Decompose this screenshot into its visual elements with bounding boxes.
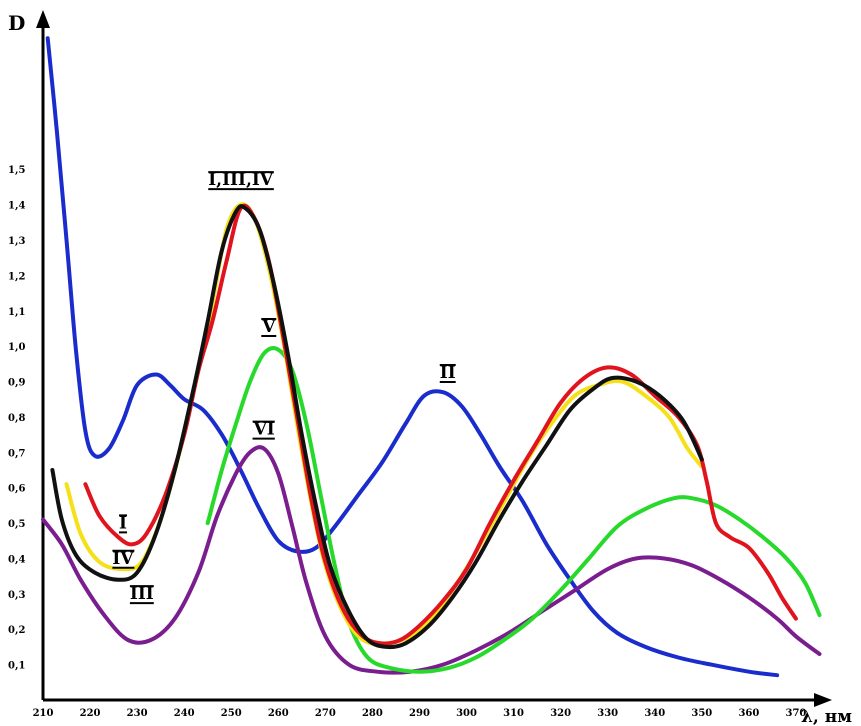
axis-ticks: 0,1 0,2 0,3 0,4 0,5 0,6 0,7 0,8 0,9 1,0 1,1 1,2 1,3 1…	[8, 165, 806, 719]
y-tick-label: 1,4	[8, 201, 25, 212]
x-axis-title: λ, нм	[801, 707, 852, 726]
y-tick-label: 0,6	[8, 484, 25, 495]
series-line-v	[205, 346, 822, 674]
x-tick-label: 310	[503, 708, 524, 719]
y-axis-arrow	[36, 10, 50, 28]
y-tick-label: 0,4	[8, 554, 25, 565]
x-tick-label: 370	[786, 708, 807, 719]
series-line-ii	[45, 36, 780, 678]
y-tick-label: 1,0	[8, 342, 25, 353]
x-tick-label: 280	[362, 708, 383, 719]
y-tick-label: 0,2	[8, 625, 25, 636]
x-tick-label: 240	[174, 708, 195, 719]
x-tick-label: 350	[691, 708, 712, 719]
y-tick-label: 0,5	[8, 519, 25, 530]
y-tick-label: 1,1	[8, 307, 25, 318]
axes: D λ, нм	[8, 10, 852, 726]
y-tick-label: 1,3	[8, 236, 25, 247]
curve-label: II	[440, 363, 456, 383]
curve-label: VI	[253, 420, 275, 440]
curve-label: I,III,IV	[208, 170, 274, 190]
x-axis-arrow	[814, 693, 832, 707]
y-tick-label: 0,3	[8, 590, 25, 601]
x-tick-label: 270	[315, 708, 336, 719]
x-tick-label: 220	[80, 708, 101, 719]
x-tick-label: 320	[550, 708, 571, 719]
x-tick-label: 250	[221, 708, 242, 719]
x-tick-label: 340	[644, 708, 665, 719]
x-tick-label: 260	[268, 708, 289, 719]
x-tick-label: 230	[127, 708, 148, 719]
x-tick-label: 210	[33, 708, 54, 719]
x-tick-label: 360	[738, 708, 759, 719]
curve-label: V	[261, 317, 276, 337]
series-line-iv	[64, 202, 704, 646]
y-tick-label: 1,2	[8, 271, 25, 282]
curve-label: I	[119, 513, 127, 533]
y-tick-label: 0,1	[8, 661, 25, 672]
series-line-vi	[41, 445, 822, 675]
y-tick-label: 0,9	[8, 378, 25, 389]
x-tick-label: 330	[597, 708, 618, 719]
x-tick-label: 300	[456, 708, 477, 719]
series-line-iii	[50, 204, 704, 650]
y-tick-label: 0,8	[8, 413, 25, 424]
curve-label: IV	[112, 549, 134, 569]
y-axis-title: D	[8, 11, 25, 35]
curve-label: III	[130, 584, 154, 604]
y-tick-label: 1,5	[8, 165, 25, 176]
y-tick-label: 0,7	[8, 448, 25, 459]
series-line-i	[83, 203, 798, 646]
x-tick-label: 290	[409, 708, 430, 719]
series-lines	[41, 36, 822, 678]
